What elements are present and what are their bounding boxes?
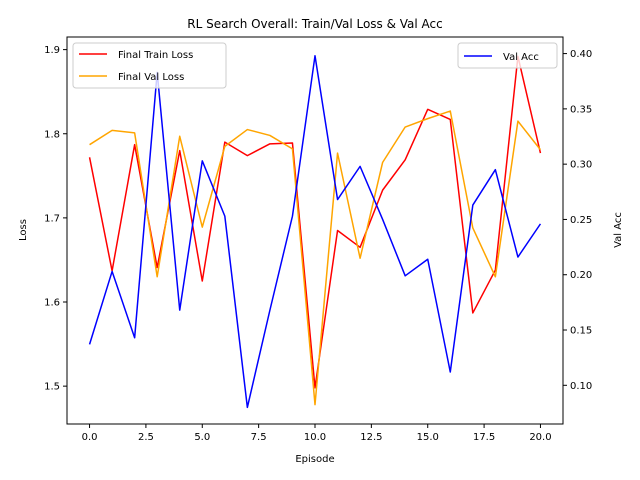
x-tick-label: 10.0 [304,432,326,443]
y-left-tick-label: 1.8 [44,129,60,140]
x-tick-label: 15.0 [417,432,439,443]
y-right-tick-label: 0.40 [570,49,592,60]
series-line-val-acc [88,55,542,409]
legend-loss: Final Train Loss Final Val Loss [72,42,227,89]
x-tick-label: 12.5 [360,432,382,443]
x-axis: 0.0 2.5 5.0 7.5 10.0 12.5 15.0 17.5 20.0 [82,424,552,443]
y-right-tick-label: 0.15 [570,326,592,337]
y-left-tick-label: 1.6 [44,298,60,309]
y-axis-right: 0.10 0.15 0.20 0.25 0.30 0.35 0.40 [563,49,592,392]
x-tick-label: 17.5 [473,432,495,443]
y-right-tick-label: 0.30 [570,160,592,171]
x-tick-label: 0.0 [82,432,98,443]
y-right-tick-label: 0.10 [570,381,592,392]
x-axis-label: Episode [295,454,334,465]
x-tick-label: 5.0 [194,432,210,443]
x-tick-label: 20.0 [529,432,551,443]
legend-label-final-train-loss: Final Train Loss [118,50,193,61]
y-axis-right-label: Val Acc [613,212,624,248]
chart-title: RL Search Overall: Train/Val Loss & Val … [187,17,443,31]
y-left-tick-label: 1.7 [44,213,60,224]
legend-acc: Val Acc [457,42,558,69]
y-left-tick-label: 1.9 [44,45,60,56]
legend-acc-frame [457,42,558,69]
y-axis-left: 1.5 1.6 1.7 1.8 1.9 [44,45,67,393]
series-line-final-val-loss [89,110,542,406]
y-axis-left-label: Loss [18,219,29,241]
y-right-tick-label: 0.35 [570,104,592,115]
legend-loss-frame [72,42,227,89]
x-tick-label: 7.5 [251,432,267,443]
series-layer [88,55,542,409]
legend-label-final-val-loss: Final Val Loss [118,72,184,83]
x-tick-label: 2.5 [138,432,154,443]
y-left-tick-label: 1.5 [44,382,60,393]
legend-label-val-acc: Val Acc [503,52,539,63]
y-right-tick-label: 0.20 [570,270,592,281]
y-right-tick-label: 0.25 [570,215,592,226]
